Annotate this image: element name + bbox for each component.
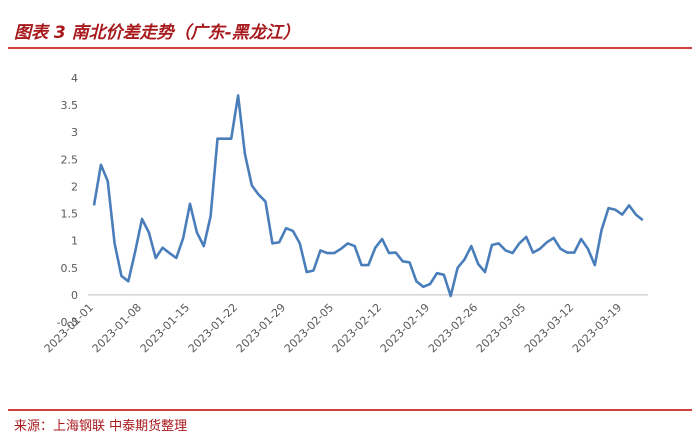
x-tick-label: 2023-01-15 — [138, 301, 192, 355]
y-tick-label: 1 — [71, 235, 78, 248]
x-tick-label: 2023-02-26 — [426, 301, 480, 355]
y-tick-label: 4 — [71, 72, 78, 85]
chart-title: 图表 3 南北价差走势（广东-黑龙江） — [14, 23, 300, 43]
y-tick-label: 1.5 — [61, 208, 79, 221]
y-tick-label: 3.5 — [61, 99, 79, 112]
y-tick-label: -0.5 — [57, 316, 78, 329]
data-line — [92, 94, 644, 298]
x-tick-label: 2023-01-08 — [90, 301, 144, 355]
y-tick-label: 0.5 — [61, 262, 79, 275]
y-tick-label: 3 — [71, 126, 78, 139]
y-tick-label: 0 — [71, 289, 78, 302]
x-tick-label: 2023-01-01 — [42, 301, 96, 355]
x-tick-label: 2023-03-05 — [474, 301, 528, 355]
x-tick-label: 2023-03-12 — [522, 301, 576, 355]
x-tick-label: 2023-02-12 — [330, 301, 384, 355]
y-tick-label: 2 — [71, 180, 78, 193]
source-note: 来源：上海钢联 中泰期货整理 — [14, 418, 187, 434]
x-tick-label: 2023-01-22 — [186, 301, 240, 355]
x-tick-label: 2023-01-29 — [234, 301, 288, 355]
y-tick-label: 2.5 — [61, 153, 79, 166]
x-tick-label: 2023-02-05 — [282, 301, 336, 355]
x-tick-label: 2023-03-19 — [570, 301, 624, 355]
x-tick-label: 2023-02-19 — [378, 301, 432, 355]
